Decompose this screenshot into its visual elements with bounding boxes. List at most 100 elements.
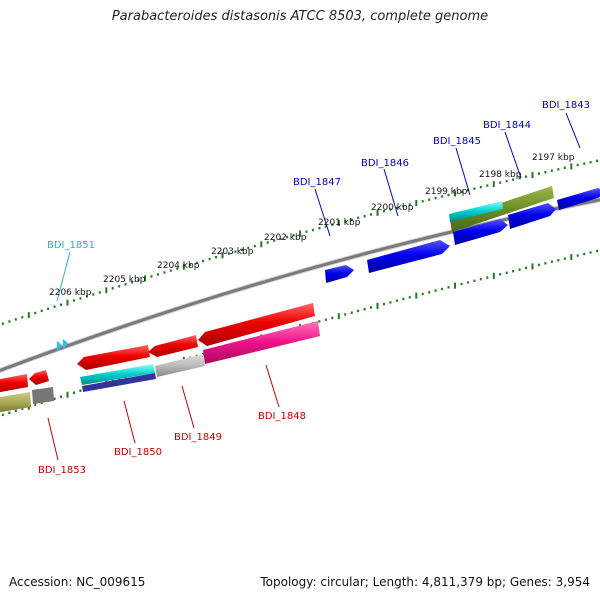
minor-tick <box>583 162 586 165</box>
minor-tick <box>208 257 211 261</box>
major-tick <box>66 299 69 306</box>
minor-tick <box>202 352 205 356</box>
minor-tick <box>253 244 256 248</box>
kbp-label: 2199 kbp <box>425 187 468 197</box>
minor-tick <box>538 172 540 175</box>
minor-tick <box>73 299 75 302</box>
gene-bdi-1850-cyan[interactable] <box>80 364 155 385</box>
gene-bdi-1846[interactable] <box>367 240 450 273</box>
minor-tick <box>583 252 586 256</box>
minor-tick <box>14 409 17 412</box>
gene-bdi-1852b[interactable] <box>0 374 28 393</box>
kbp-labels: 2197 kbp 2198 kbp 2199 kbp 2200 kbp 2201… <box>49 153 575 298</box>
gene-bdi-1848-red[interactable] <box>198 303 315 346</box>
gene-bdi-1851[interactable] <box>57 339 68 352</box>
gene-label-bdi-1850[interactable]: BDI_1850 <box>114 447 162 458</box>
gene-label-bdi-1843[interactable]: BDI_1843 <box>542 100 590 111</box>
minor-tick <box>525 175 527 178</box>
major-tick <box>182 263 185 270</box>
minor-tick <box>118 285 121 288</box>
gene-bdi-1847[interactable] <box>325 265 354 283</box>
major-tick <box>105 287 108 294</box>
minor-tick <box>311 228 314 232</box>
minor-tick <box>421 200 424 203</box>
major-tick <box>570 254 573 261</box>
minor-tick <box>34 403 37 406</box>
minor-tick <box>576 254 579 257</box>
map-title: Parabacteroides distasonis ATCC 8503, co… <box>111 9 489 24</box>
minor-tick <box>441 195 444 198</box>
minor-tick <box>460 282 463 286</box>
minor-tick <box>395 206 398 210</box>
minor-tick <box>473 187 476 190</box>
minor-tick <box>215 256 217 259</box>
minor-tick <box>318 320 321 323</box>
major-tick <box>337 313 340 320</box>
minor-tick <box>479 185 482 189</box>
minor-tick <box>8 411 11 414</box>
minor-tick <box>389 208 392 211</box>
gene-bdi-1845[interactable] <box>453 219 508 245</box>
minor-tick <box>383 210 385 213</box>
minor-tick <box>357 309 360 313</box>
minor-tick <box>85 295 88 298</box>
minor-tick <box>363 308 366 311</box>
forward-genes <box>325 186 600 283</box>
minor-tick <box>557 259 560 262</box>
major-tick <box>492 181 495 188</box>
minor-tick <box>34 311 37 315</box>
gene-label-bdi-1848[interactable]: BDI_1848 <box>258 411 306 422</box>
minor-tick <box>176 267 179 270</box>
gene-bdi-1850-red[interactable] <box>77 345 150 370</box>
minor-tick <box>234 250 237 253</box>
accession-text: Accession: NC_009615 <box>9 575 146 589</box>
minor-tick <box>163 271 166 274</box>
gene-bdi-1844[interactable] <box>508 203 556 229</box>
gene-bdi-1853[interactable] <box>0 392 31 413</box>
minor-tick <box>79 297 82 300</box>
genome-summary-text: Topology: circular; Length: 4,811,379 bp… <box>260 575 590 589</box>
gene-label-bdi-1846[interactable]: BDI_1846 <box>361 158 409 169</box>
minor-tick <box>460 190 463 193</box>
minor-tick <box>98 291 101 294</box>
gene-label-bdi-1844[interactable]: BDI_1844 <box>483 120 531 131</box>
gene-bdi-1848[interactable] <box>203 321 320 364</box>
gene-bdi-1845-cyan[interactable] <box>449 201 503 222</box>
gene-labels: BDI_1843 BDI_1844 BDI_1845 BDI_1846 BDI_… <box>38 100 590 476</box>
gene-label-bdi-1853[interactable]: BDI_1853 <box>38 465 86 476</box>
major-tick <box>27 312 30 319</box>
minor-tick <box>150 275 153 278</box>
minor-tick <box>421 292 424 296</box>
minor-tick <box>499 181 502 184</box>
minor-tick <box>1 413 4 417</box>
minor-tick <box>447 193 450 197</box>
gene-label-bdi-1851[interactable]: BDI_1851 <box>47 240 95 251</box>
gene-bdi-1843[interactable] <box>557 188 600 210</box>
major-tick <box>376 209 379 216</box>
minor-tick <box>266 241 269 244</box>
gene-bdi-1849[interactable] <box>155 354 205 377</box>
minor-tick <box>60 303 62 306</box>
minor-tick <box>8 320 11 323</box>
major-tick <box>415 200 418 206</box>
major-tick <box>415 292 418 299</box>
minor-tick <box>286 235 289 239</box>
minor-tick <box>195 261 198 265</box>
gene-label-bdi-1845[interactable]: BDI_1845 <box>433 136 481 147</box>
minor-tick <box>550 260 553 263</box>
minor-tick <box>589 251 592 254</box>
gene-bdi-1852[interactable] <box>29 370 49 385</box>
minor-tick <box>202 259 205 263</box>
minor-tick <box>363 215 366 218</box>
minor-tick <box>589 161 592 164</box>
gene-label-bdi-1847[interactable]: BDI_1847 <box>293 177 341 188</box>
minor-tick <box>544 262 547 265</box>
gene-bdi-1849-red[interactable] <box>148 335 198 357</box>
minor-tick <box>131 281 134 284</box>
minor-tick <box>538 263 540 267</box>
gene-bdi-1850-navy[interactable] <box>82 373 156 392</box>
gene-label-bdi-1849[interactable]: BDI_1849 <box>174 432 222 443</box>
leader-bdi-1847 <box>314 188 331 237</box>
gene-bdi-1853-gray[interactable] <box>32 387 54 404</box>
